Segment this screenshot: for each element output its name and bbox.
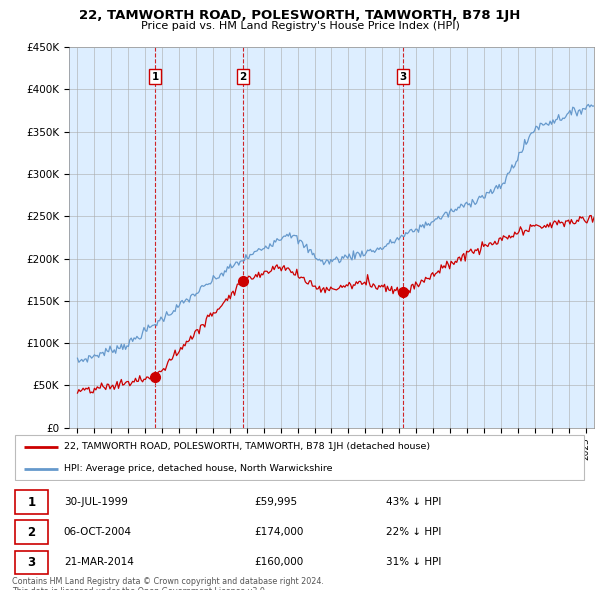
Text: 22, TAMWORTH ROAD, POLESWORTH, TAMWORTH, B78 1JH (detached house): 22, TAMWORTH ROAD, POLESWORTH, TAMWORTH,… (64, 442, 430, 451)
Text: 2: 2 (28, 526, 35, 539)
Text: £160,000: £160,000 (254, 558, 303, 568)
Text: 1: 1 (28, 496, 35, 509)
Text: £59,995: £59,995 (254, 497, 297, 507)
Text: 31% ↓ HPI: 31% ↓ HPI (386, 558, 442, 568)
Text: 30-JUL-1999: 30-JUL-1999 (64, 497, 128, 507)
Text: £174,000: £174,000 (254, 527, 303, 537)
FancyBboxPatch shape (15, 490, 48, 514)
Text: 3: 3 (400, 72, 407, 82)
FancyBboxPatch shape (15, 550, 48, 574)
Text: HPI: Average price, detached house, North Warwickshire: HPI: Average price, detached house, Nort… (64, 464, 332, 473)
Text: 43% ↓ HPI: 43% ↓ HPI (386, 497, 442, 507)
Text: 2: 2 (239, 72, 247, 82)
Text: Contains HM Land Registry data © Crown copyright and database right 2024.
This d: Contains HM Land Registry data © Crown c… (12, 577, 324, 590)
Text: 06-OCT-2004: 06-OCT-2004 (64, 527, 132, 537)
Text: 3: 3 (28, 556, 35, 569)
FancyBboxPatch shape (15, 435, 584, 480)
FancyBboxPatch shape (15, 520, 48, 544)
Text: 22% ↓ HPI: 22% ↓ HPI (386, 527, 442, 537)
Text: 1: 1 (151, 72, 158, 82)
Text: 21-MAR-2014: 21-MAR-2014 (64, 558, 134, 568)
Text: Price paid vs. HM Land Registry's House Price Index (HPI): Price paid vs. HM Land Registry's House … (140, 21, 460, 31)
Text: 22, TAMWORTH ROAD, POLESWORTH, TAMWORTH, B78 1JH: 22, TAMWORTH ROAD, POLESWORTH, TAMWORTH,… (79, 9, 521, 22)
